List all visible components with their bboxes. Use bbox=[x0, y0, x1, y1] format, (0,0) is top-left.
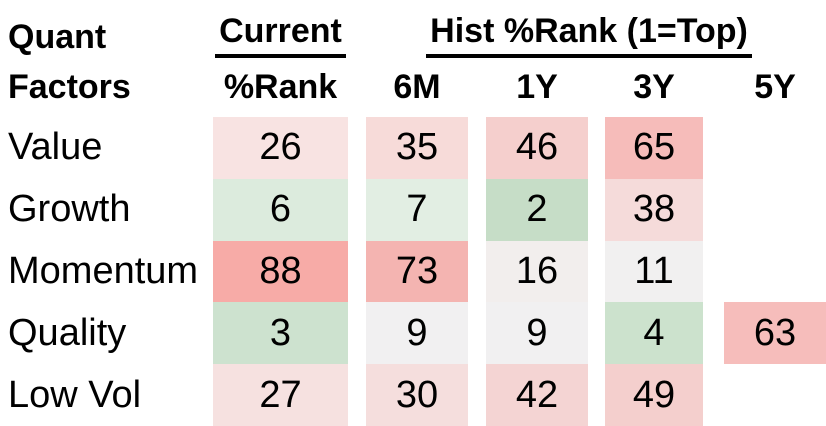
hist-group-label: Hist %Rank (1=Top) bbox=[426, 12, 752, 58]
heat-value-quality-3y: 4 bbox=[605, 302, 703, 365]
row-label-growth: Growth bbox=[8, 188, 131, 231]
heat-value-quality-1y: 9 bbox=[486, 302, 588, 365]
column-header-percent-rank: %Rank bbox=[223, 68, 338, 106]
heat-value-momentum-3y: 11 bbox=[605, 240, 703, 303]
heat-value-momentum-6m: 73 bbox=[366, 240, 468, 303]
cell-growth-3y: 38 bbox=[605, 178, 724, 241]
heat-value-growth-percent-rank: 6 bbox=[213, 178, 348, 241]
current-group-label: Current bbox=[215, 12, 346, 58]
cell-value-percent-rank: 26 bbox=[213, 117, 366, 179]
heat-value-momentum-percent-rank: 88 bbox=[213, 240, 348, 303]
heat-value-value-percent-rank: 26 bbox=[213, 117, 348, 179]
row-label-momentum: Momentum bbox=[8, 249, 199, 292]
row-label-value: Value bbox=[8, 126, 103, 169]
heat-value-quality-percent-rank: 3 bbox=[213, 302, 348, 365]
cell-quality-1y: 9 bbox=[486, 302, 605, 365]
cell-momentum-percent-rank: 88 bbox=[213, 240, 366, 303]
column-header-1y: 1Y bbox=[516, 68, 558, 106]
heat-value-growth-1y: 2 bbox=[486, 178, 588, 241]
cell-growth-1y: 2 bbox=[486, 178, 605, 241]
column-header-6m: 6M bbox=[393, 68, 441, 106]
cell-momentum-6m: 73 bbox=[366, 240, 486, 303]
table-title-line1: Quant bbox=[8, 18, 107, 56]
cell-quality-3y: 4 bbox=[605, 302, 724, 365]
cell-quality-6m: 9 bbox=[366, 302, 486, 365]
heat-value-low-vol-1y: 42 bbox=[486, 364, 588, 426]
cell-growth-5y bbox=[724, 179, 826, 241]
cell-value-5y bbox=[724, 117, 826, 179]
cell-quality-percent-rank: 3 bbox=[213, 302, 366, 365]
heat-value-low-vol-percent-rank: 27 bbox=[213, 364, 348, 426]
cell-low-vol-3y: 49 bbox=[605, 364, 724, 426]
heat-value-value-6m: 35 bbox=[366, 117, 468, 179]
cell-momentum-1y: 16 bbox=[486, 240, 605, 303]
current-group-header: Current bbox=[213, 0, 366, 58]
cell-low-vol-5y bbox=[724, 364, 826, 426]
cell-low-vol-percent-rank: 27 bbox=[213, 364, 366, 426]
cell-quality-5y: 63 bbox=[724, 302, 826, 365]
table-title-line2: Factors bbox=[8, 68, 131, 106]
cell-value-1y: 46 bbox=[486, 117, 605, 179]
heat-value-value-1y: 46 bbox=[486, 117, 588, 179]
cell-momentum-3y: 11 bbox=[605, 240, 724, 303]
column-header-3y: 3Y bbox=[633, 68, 675, 106]
heat-value-low-vol-3y: 49 bbox=[605, 364, 703, 426]
hist-group-header: Hist %Rank (1=Top) bbox=[366, 0, 826, 58]
cell-value-3y: 65 bbox=[605, 117, 724, 179]
heat-value-growth-3y: 38 bbox=[605, 178, 703, 241]
cell-low-vol-1y: 42 bbox=[486, 364, 605, 426]
heat-value-momentum-1y: 16 bbox=[486, 240, 588, 303]
row-label-quality: Quality bbox=[8, 311, 127, 354]
cell-momentum-5y bbox=[724, 241, 826, 303]
heat-value-value-3y: 65 bbox=[605, 117, 703, 179]
heat-value-quality-5y: 63 bbox=[724, 302, 826, 365]
column-header-5y: 5Y bbox=[754, 68, 796, 106]
heat-value-low-vol-6m: 30 bbox=[366, 364, 468, 426]
cell-growth-6m: 7 bbox=[366, 178, 486, 241]
cell-low-vol-6m: 30 bbox=[366, 364, 486, 426]
heat-value-growth-6m: 7 bbox=[366, 178, 468, 241]
heat-value-quality-6m: 9 bbox=[366, 302, 468, 365]
row-label-low-vol: Low Vol bbox=[8, 373, 142, 416]
cell-value-6m: 35 bbox=[366, 117, 486, 179]
cell-growth-percent-rank: 6 bbox=[213, 178, 366, 241]
